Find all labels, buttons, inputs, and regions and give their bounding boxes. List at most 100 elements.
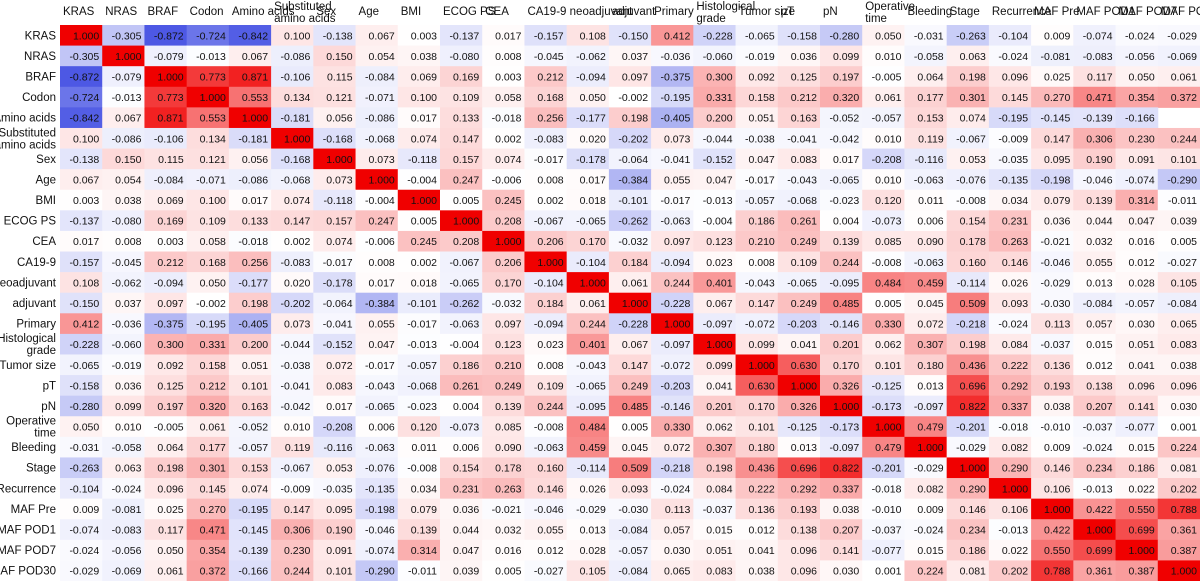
heatmap-cell: 0.096 [988,66,1032,88]
heatmap-cell-value: -0.024 [998,319,1028,331]
heatmap-cell: -0.158 [777,25,821,47]
heatmap-cell-value: 0.083 [1171,339,1197,351]
heatmap-cell-value: 0.256 [242,257,268,269]
heatmap-cell-value: -0.071 [365,92,395,104]
heatmap-cell: 0.038 [735,560,779,581]
heatmap-cell: 0.039 [440,560,483,581]
heatmap-cell-fill [1031,272,1074,294]
heatmap-cell: -0.405 [651,107,694,129]
heatmap-cell-fill [1115,272,1159,294]
heatmap-cell: 0.085 [482,416,525,438]
heatmap-cell-value: 1.000 [537,257,563,269]
heatmap-cell: 0.186 [735,210,779,232]
heatmap-cell-value: 0.036 [115,380,141,392]
heatmap-cell-fill [904,86,948,108]
heatmap-cell-value: 0.050 [1128,71,1154,83]
heatmap-cell: -0.106 [144,127,188,150]
heatmap-cell-value: -0.202 [618,133,648,145]
heatmap-cell: -0.095 [566,395,610,417]
heatmap-cell-value: -0.065 [69,360,99,372]
heatmap-cell-fill [946,251,990,273]
heatmap-cell-fill [946,25,990,47]
heatmap-cell-fill [186,272,230,294]
heatmap-cell: 0.245 [397,230,441,253]
heatmap-cell: 0.306 [271,519,314,541]
heatmap-cell-fill [566,478,610,500]
heatmap-cell-value: 0.244 [1171,133,1197,145]
heatmap-cell-value: 0.354 [200,545,226,557]
heatmap-cell: -0.198 [1031,169,1074,191]
heatmap-cell-value: 1.000 [411,195,437,207]
heatmap-cell-fill [102,127,145,150]
heatmap-cell-fill [735,86,779,108]
heatmap-cell-value: 0.119 [918,133,944,145]
heatmap-cell: -0.058 [102,436,145,458]
heatmap-cell-fill [482,539,525,561]
heatmap-cell: 0.193 [777,498,821,520]
heatmap-cell-fill [566,539,610,561]
heatmap-cell: 0.084 [988,333,1032,355]
heatmap-cell: -0.065 [566,375,610,397]
heatmap-cell: 0.030 [820,560,863,581]
heatmap-cell-fill [1031,560,1074,581]
heatmap-cell-fill [313,292,357,314]
heatmap-cell: 0.096 [144,478,188,500]
heatmap-cell-fill [862,169,905,191]
heatmap-cell-value: -0.029 [1167,30,1197,42]
heatmap-cell-fill [904,251,948,273]
heatmap-cell-fill [946,354,990,376]
heatmap-cell-value: 0.372 [200,566,226,578]
heatmap-cell-value: 0.063 [115,463,141,475]
heatmap-cell-fill [228,210,272,232]
heatmap-cell-fill [820,354,863,376]
heatmap-cell-value: 0.050 [73,422,99,434]
heatmap-cell-fill [566,457,610,479]
heatmap-cell: -0.166 [228,560,272,581]
heatmap-cell: 0.184 [608,251,652,273]
heatmap-cell: -0.135 [988,169,1032,191]
heatmap-cell-value: -0.064 [618,154,648,166]
heatmap-cell-value: 0.004 [833,216,859,228]
heatmap-cell: -0.031 [60,436,103,458]
heatmap-cell: -0.068 [397,375,441,397]
heatmap-cell-value: 0.053 [960,154,986,166]
heatmap-cell-value: -0.263 [69,463,99,475]
heatmap-cell-value: 0.009 [1044,442,1070,454]
row-label-cea: CEA [32,236,56,248]
heatmap-cell: 0.244 [566,313,610,335]
heatmap-cell-fill [1115,560,1159,581]
heatmap-cell: -0.097 [820,436,863,458]
heatmap-cell-value: -0.029 [576,504,606,516]
heatmap-cell: 0.092 [144,354,188,376]
heatmap-cell: 0.163 [228,395,272,417]
heatmap-cell-fill [1073,375,1117,397]
heatmap-cell-value: 0.055 [537,525,563,537]
heatmap-cell: -0.018 [862,478,905,500]
heatmap-cell-value: -0.029 [69,566,99,578]
heatmap-cell: 0.073 [271,313,314,335]
heatmap-cell-fill [862,457,905,479]
heatmap-cell-value: 0.553 [200,113,226,125]
heatmap-cell-fill [355,148,399,170]
heatmap-cell-fill [735,478,779,500]
heatmap-cell: 0.307 [904,333,948,355]
heatmap-cell-fill [186,313,230,335]
heatmap-cell-fill [313,189,357,211]
heatmap-cell-fill [735,169,779,191]
heatmap-cell: 0.038 [397,45,441,67]
heatmap-cell-value: 0.292 [1002,380,1028,392]
heatmap-cell-value: -0.065 [365,401,395,413]
heatmap-cell-value: 0.084 [1002,339,1028,351]
heatmap-cell-value: -0.004 [703,216,733,228]
heatmap-cell: -0.067 [440,251,483,273]
heatmap-cell-fill [228,230,272,253]
row-label-maf-pod1: MAF POD1 [0,525,56,537]
heatmap-cell: 0.178 [482,457,525,479]
heatmap-cell-fill [1031,292,1074,314]
heatmap-cell: -0.201 [946,416,990,438]
heatmap-cell-fill [820,375,863,397]
heatmap-cell-fill [102,210,145,232]
heatmap-cell-value: 0.113 [1045,319,1071,331]
heatmap-cell-value: 0.320 [833,92,859,104]
heatmap-cell-fill [228,436,272,458]
